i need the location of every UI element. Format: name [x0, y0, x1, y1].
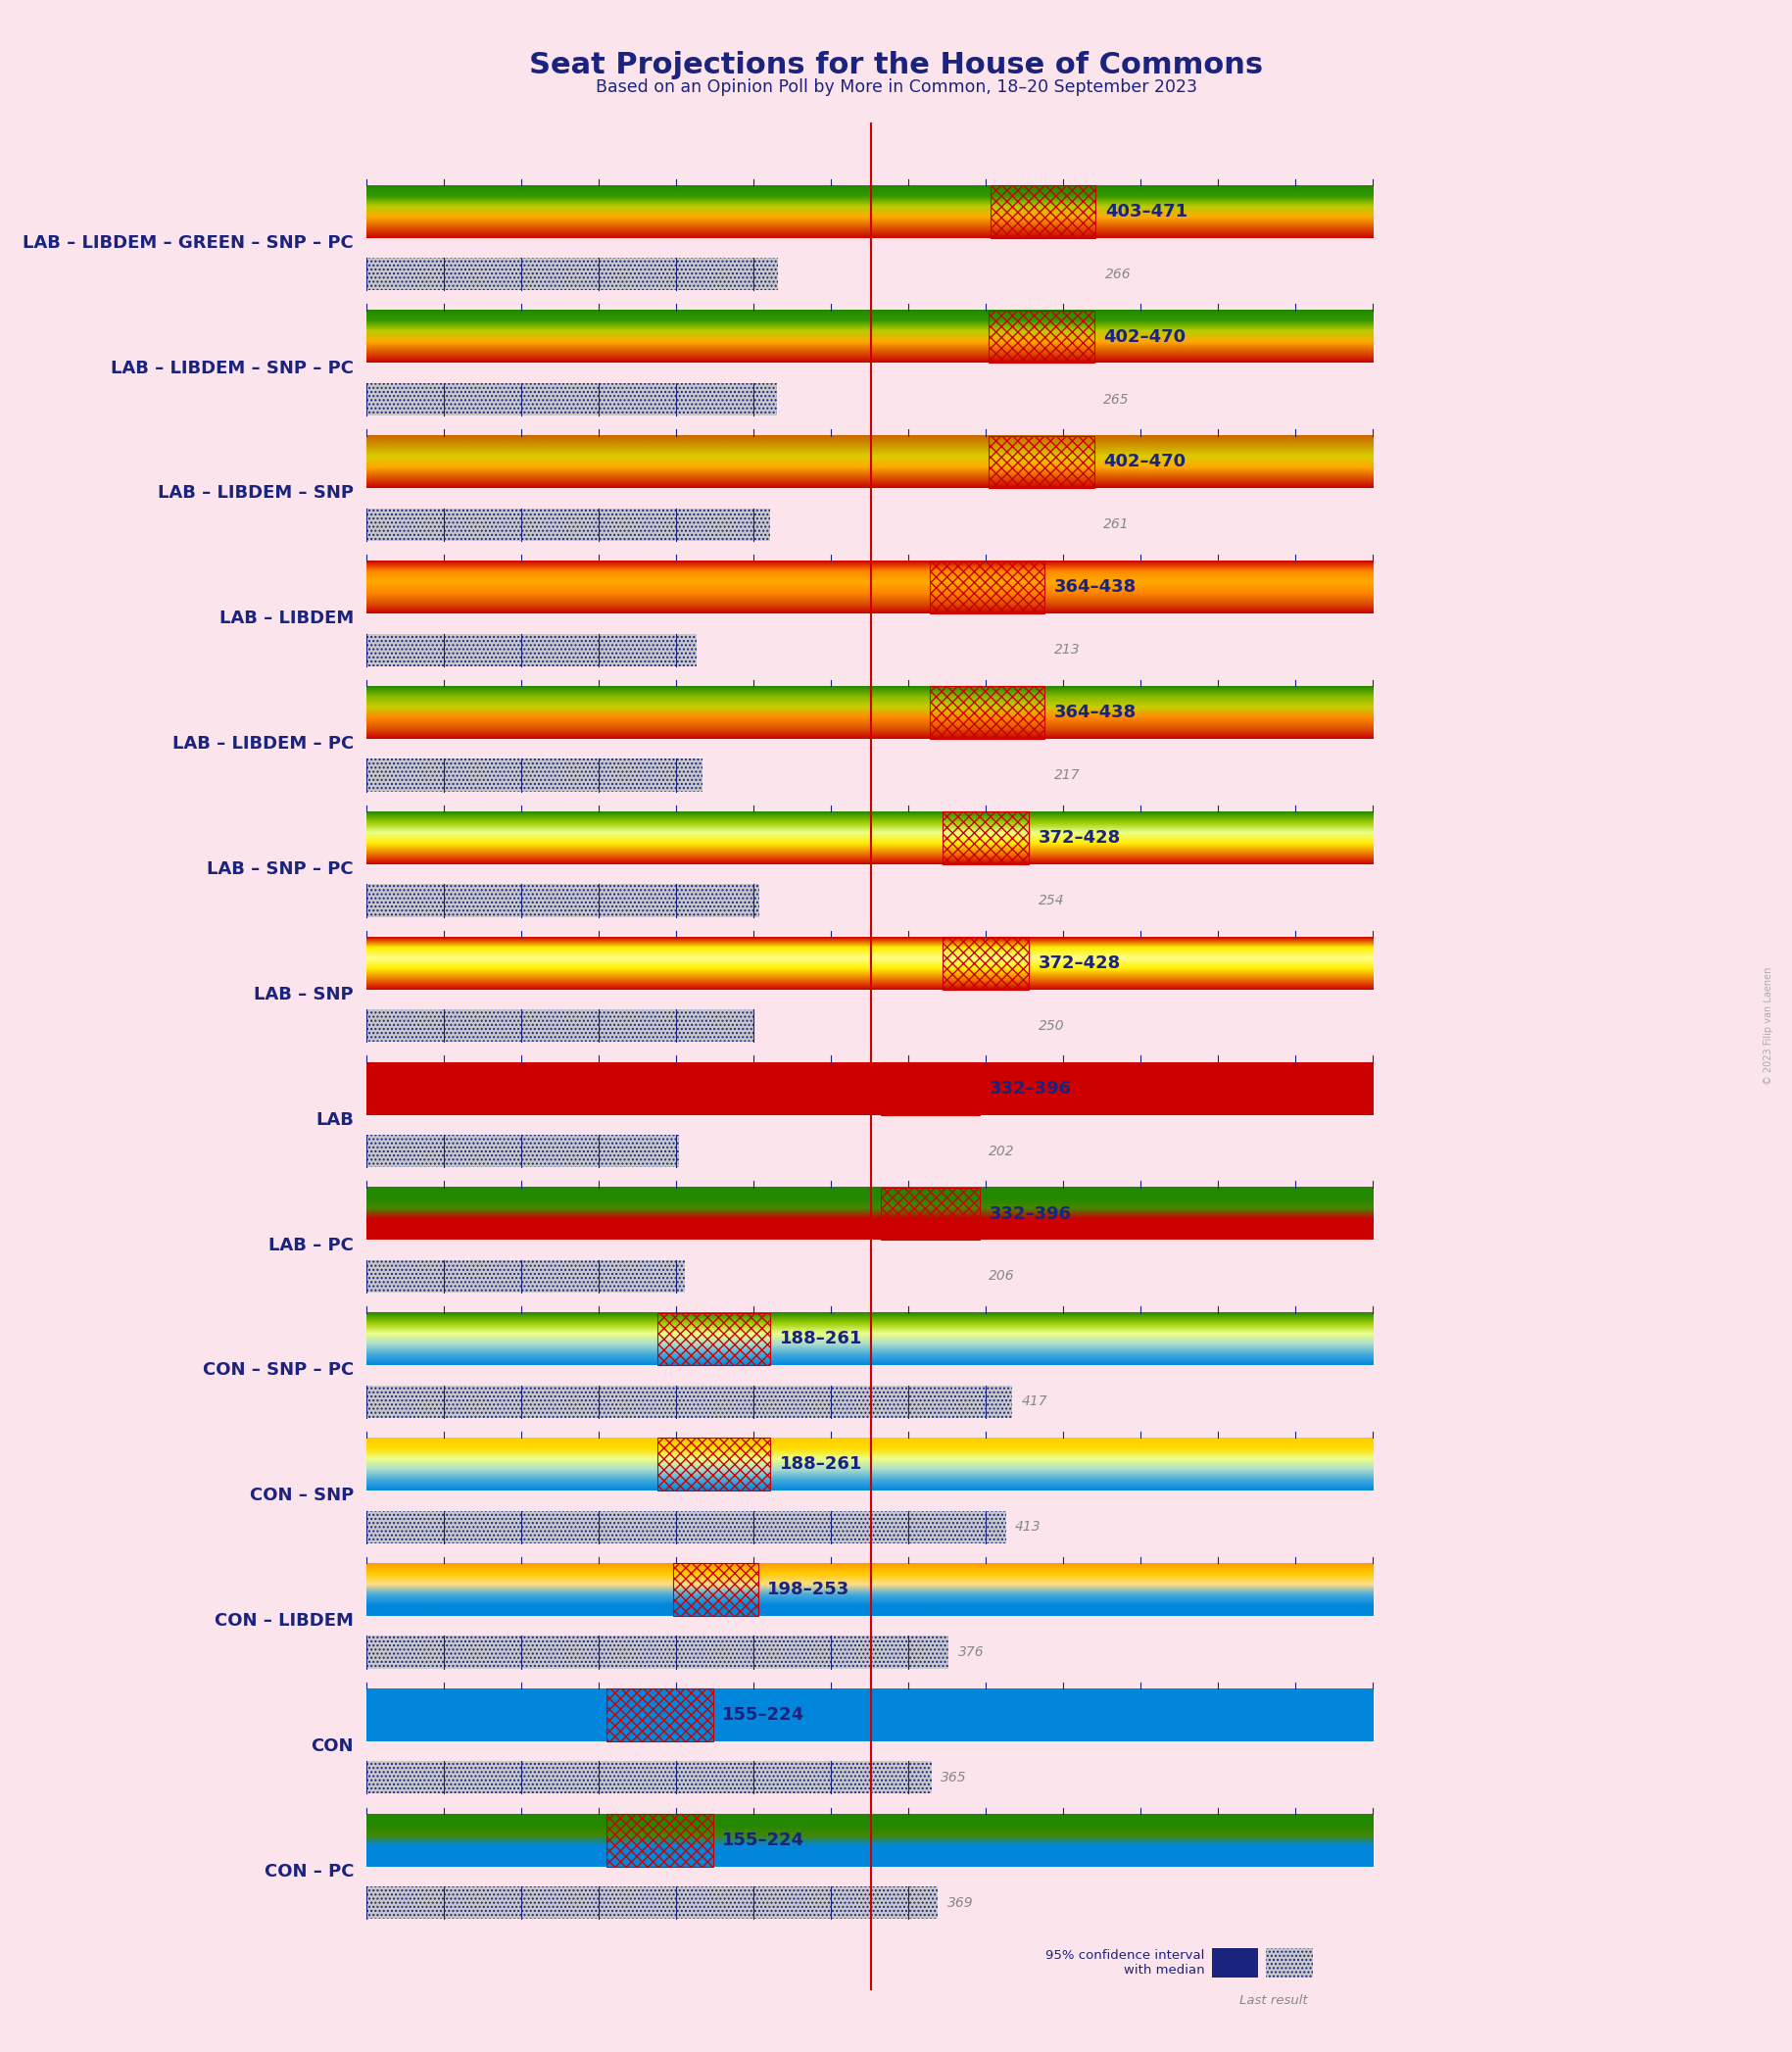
Text: 188–261: 188–261 [780, 1330, 862, 1348]
Text: LAB – SNP: LAB – SNP [254, 985, 353, 1003]
Text: 402–470: 402–470 [1104, 328, 1186, 345]
Bar [366, 759, 702, 792]
Bar [672, 1564, 758, 1615]
Text: LAB – LIBDEM – SNP: LAB – LIBDEM – SNP [158, 484, 353, 503]
Bar [366, 509, 771, 542]
Bar [366, 1385, 1012, 1418]
Text: LAB – SNP – PC: LAB – SNP – PC [208, 860, 353, 878]
Bar [606, 1814, 713, 1867]
Text: 202: 202 [989, 1145, 1014, 1157]
Bar [930, 560, 1045, 614]
Text: LAB – LIBDEM: LAB – LIBDEM [219, 609, 353, 628]
Bar [366, 884, 760, 917]
Text: 213: 213 [1054, 642, 1081, 657]
Text: Seat Projections for the House of Commons: Seat Projections for the House of Common… [529, 51, 1263, 80]
Bar [658, 1313, 771, 1365]
Text: 206: 206 [989, 1270, 1014, 1282]
Bar [991, 185, 1097, 238]
Text: Last result: Last result [1240, 1995, 1308, 2007]
Bar [658, 1438, 771, 1490]
Bar [366, 1635, 948, 1668]
Bar [366, 1010, 753, 1042]
Bar [366, 634, 695, 667]
Text: 364–438: 364–438 [1054, 704, 1136, 722]
Text: 402–470: 402–470 [1104, 453, 1186, 470]
Bar [366, 1886, 937, 1919]
Text: 254: 254 [1039, 893, 1064, 907]
Text: 372–428: 372–428 [1039, 954, 1122, 973]
Text: 95% confidence interval
with median: 95% confidence interval with median [1045, 1949, 1204, 1976]
Text: 261: 261 [1104, 517, 1129, 531]
Text: LAB – LIBDEM – GREEN – SNP – PC: LAB – LIBDEM – GREEN – SNP – PC [23, 234, 353, 252]
Text: 332–396: 332–396 [989, 1079, 1072, 1098]
Text: 376: 376 [959, 1646, 984, 1660]
Bar [366, 1510, 1005, 1543]
Text: CON – PC: CON – PC [263, 1863, 353, 1880]
Bar [366, 1635, 948, 1668]
Bar [366, 1135, 679, 1168]
Bar [1267, 1947, 1314, 1978]
Text: 369: 369 [948, 1896, 973, 1910]
Text: CON – LIBDEM: CON – LIBDEM [215, 1613, 353, 1629]
Text: LAB: LAB [315, 1110, 353, 1129]
Text: 372–428: 372–428 [1039, 829, 1122, 847]
Bar [366, 1260, 685, 1293]
Text: 188–261: 188–261 [780, 1455, 862, 1473]
Text: 250: 250 [1039, 1020, 1064, 1032]
Bar [989, 435, 1095, 488]
Bar [366, 1385, 1012, 1418]
Text: 217: 217 [1054, 767, 1081, 782]
Bar [366, 1010, 753, 1042]
Bar [366, 259, 778, 291]
Bar [1211, 1947, 1258, 1978]
Text: 365: 365 [941, 1771, 968, 1785]
Bar [930, 685, 1045, 739]
Bar [366, 1260, 685, 1293]
Text: LAB – LIBDEM – SNP – PC: LAB – LIBDEM – SNP – PC [111, 359, 353, 378]
Text: 266: 266 [1106, 267, 1131, 281]
Text: CON – SNP: CON – SNP [249, 1488, 353, 1504]
Text: 413: 413 [1016, 1521, 1041, 1533]
Text: Based on an Opinion Poll by More in Common, 18–20 September 2023: Based on an Opinion Poll by More in Comm… [595, 78, 1197, 96]
Bar [366, 1886, 937, 1919]
Text: 364–438: 364–438 [1054, 579, 1136, 597]
Text: 403–471: 403–471 [1106, 203, 1188, 220]
Bar [366, 384, 776, 417]
Text: 155–224: 155–224 [722, 1830, 805, 1849]
Text: CON – SNP – PC: CON – SNP – PC [202, 1360, 353, 1379]
Bar [366, 1761, 932, 1793]
Bar [606, 1689, 713, 1742]
Bar [943, 938, 1029, 989]
Text: 332–396: 332–396 [989, 1205, 1072, 1223]
Bar [366, 1135, 679, 1168]
Bar [943, 811, 1029, 864]
Bar [366, 759, 702, 792]
Bar [366, 884, 760, 917]
Bar [989, 310, 1095, 363]
Text: 265: 265 [1104, 392, 1129, 406]
Bar [366, 1510, 1005, 1543]
Bar [366, 384, 776, 417]
Text: 198–253: 198–253 [767, 1580, 849, 1599]
Text: © 2023 Filip van Laenen: © 2023 Filip van Laenen [1763, 966, 1774, 1086]
Bar [880, 1063, 980, 1114]
Text: 155–224: 155–224 [722, 1705, 805, 1724]
Text: LAB – LIBDEM – PC: LAB – LIBDEM – PC [172, 735, 353, 753]
Text: CON: CON [312, 1738, 353, 1754]
Bar [366, 509, 771, 542]
Bar [880, 1188, 980, 1239]
Bar [366, 1761, 932, 1793]
Bar [366, 259, 778, 291]
Text: 417: 417 [1021, 1395, 1048, 1408]
Text: LAB – PC: LAB – PC [269, 1235, 353, 1254]
Bar [366, 634, 695, 667]
